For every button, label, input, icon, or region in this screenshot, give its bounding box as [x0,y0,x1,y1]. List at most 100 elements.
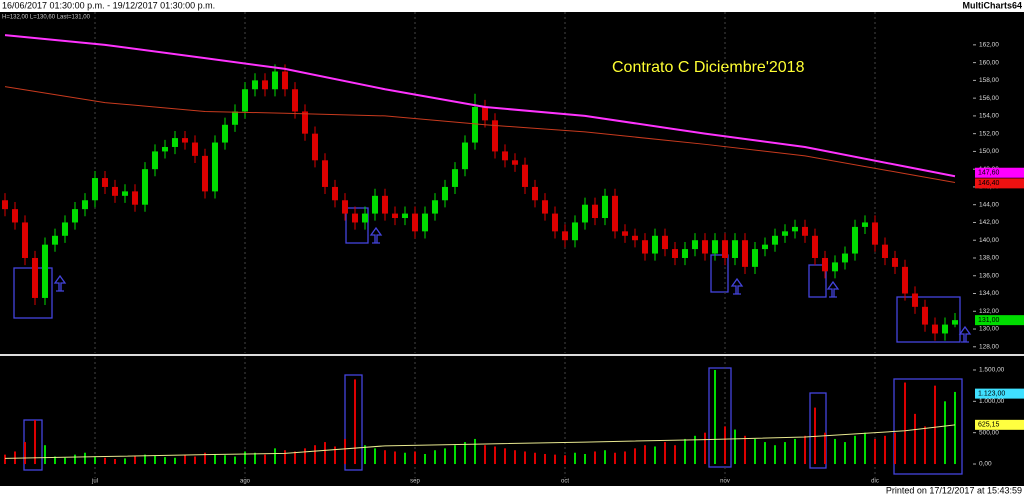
y-tick-label: 0,00 [979,461,992,468]
candle-body [922,306,928,325]
volume-bar [134,456,136,465]
volume-bar [844,442,846,465]
candle-body [752,249,758,267]
overlay-line [4,34,956,178]
volume-bar [184,455,186,465]
y-tick-label: 132,00 [979,308,999,315]
volume-bar [714,369,716,465]
volume-bar [384,450,386,465]
volume-bar [824,432,826,465]
arrow [730,277,744,295]
candle-body [862,222,868,227]
candle-body [462,142,468,170]
y-tick-label: 1.000,00 [979,398,1005,405]
y-tick-label: 130,00 [979,326,999,333]
price-stats: H=132,00 L=130,60 Last=131,00 [2,15,91,21]
candle-body [232,111,238,125]
volume-bar [624,451,626,465]
volume-bar [84,452,86,465]
candle-body [122,191,128,196]
y-tick-label: 144,00 [979,201,999,208]
candle-body [262,80,268,90]
candle-body [542,200,548,214]
candle-body [62,222,68,236]
volume-bar [764,442,766,465]
y-tick-label: 154,00 [979,113,999,120]
footer: Printed on 17/12/2017 at 15:43:59 [886,485,1022,495]
volume-bar [124,458,126,465]
volume-bar [354,379,356,465]
x-tick-label: ago [240,479,251,485]
volume-bar [934,385,936,465]
candle-body [32,257,38,298]
candle-body [132,191,138,205]
volume-bar [694,435,696,465]
candle-body [902,266,908,294]
badge-label: 147,60 [978,170,1000,177]
candle-body [562,231,568,241]
candle-body [622,231,628,236]
volume-bar [304,448,306,465]
candle-body [802,226,808,236]
volume-bar [194,456,196,465]
y-tick-label: 134,00 [979,290,999,297]
volume-bar [334,446,336,465]
badge-label: 146,40 [978,180,1000,187]
candle-body [712,240,718,254]
volume-bar [524,451,526,465]
box [896,296,961,343]
volume-bar [434,450,436,465]
volume-bar [654,446,656,465]
candle-body [732,240,738,258]
volume-bar [754,438,756,465]
volume-bar [104,457,106,465]
box [808,264,827,298]
y-tick-label: 136,00 [979,272,999,279]
candle-body [692,240,698,250]
chart-background [0,12,1024,486]
volume-bar [954,391,956,465]
volume-bar [834,438,836,465]
volume-bar [364,445,366,465]
volume-bar [494,446,496,465]
badge-label: 625,15 [978,422,1000,429]
candle-body [252,80,258,90]
volume-bar [644,445,646,465]
volume-bar [324,442,326,465]
volume-bar [204,452,206,465]
volume-bar [74,454,76,465]
candle-body [662,235,668,250]
candle-body [82,200,88,210]
candle-body [162,146,168,152]
volume-bar [244,451,246,465]
volume-bar [584,453,586,465]
candle-body [152,151,158,170]
y-tick-label: 128,00 [979,344,999,351]
candle-body [212,142,218,192]
y-tick-label: 162,00 [979,42,999,49]
candle-body [632,235,638,241]
box [345,207,369,244]
candle-body [172,138,178,147]
y-tick-label: 156,00 [979,95,999,102]
candle-body [72,209,78,223]
value-badge [975,419,1024,430]
volume-bar [24,442,26,465]
y-tick-label: 1.500,00 [979,367,1005,374]
volume-bar [674,445,676,465]
box [708,367,732,468]
volume-bar [454,445,456,465]
candle-body [762,244,768,250]
volume-bar [154,455,156,465]
candle-body [702,240,708,254]
volume-bar [534,452,536,465]
candle-body [202,155,208,192]
candle-body [602,195,608,219]
volume-bar [574,452,576,465]
volume-bar [874,438,876,465]
candle-body [552,213,558,232]
candle-body [442,186,448,201]
volume-bar [264,454,266,465]
candle-body [722,240,728,258]
volume-bar [944,401,946,465]
